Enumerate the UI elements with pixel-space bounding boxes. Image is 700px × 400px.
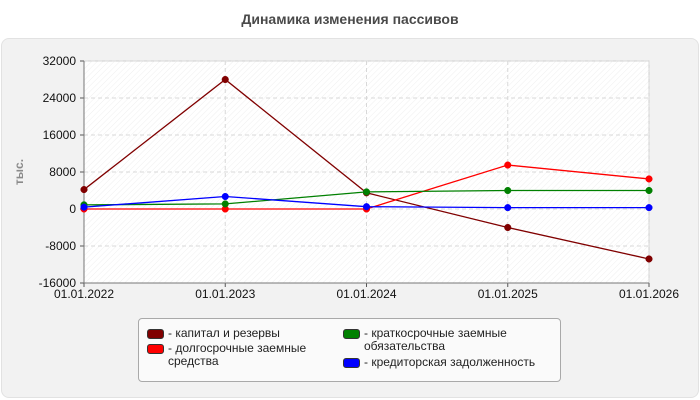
data-point — [80, 203, 88, 211]
chart-title: Динамика изменения пассивов — [241, 11, 459, 27]
data-point — [221, 192, 229, 201]
legend-swatch — [147, 329, 164, 339]
y-tick-label: 24000 — [43, 91, 77, 105]
data-point — [80, 186, 88, 194]
legend-item-dolgosrochnye[interactable]: - долгосрочные заемные средства — [147, 342, 342, 368]
legend-swatch — [343, 329, 360, 339]
data-point — [362, 203, 371, 211]
data-point — [504, 223, 512, 232]
data-point — [362, 188, 371, 196]
y-tick-label: 16000 — [43, 128, 77, 142]
legend-item-kreditorskaya[interactable]: - кредиторская задолженность — [343, 356, 558, 369]
x-tick-label: 01.01.2026 — [619, 287, 679, 301]
series-layer — [80, 75, 653, 263]
data-point — [504, 204, 512, 212]
legend-item-kratkosrochnye[interactable]: - краткосрочные заемные обязательства — [343, 327, 553, 353]
data-point — [221, 75, 229, 84]
data-point — [645, 175, 653, 183]
data-point — [645, 186, 653, 195]
y-tick-label: 0 — [69, 202, 76, 216]
x-tick-label: 01.01.2022 — [54, 287, 114, 301]
x-tick-label: 01.01.2023 — [195, 287, 255, 301]
data-point — [645, 204, 653, 212]
y-tick-label: 8000 — [49, 165, 76, 179]
y-tick-label: 32000 — [43, 54, 77, 68]
x-tick-label: 01.01.2025 — [478, 287, 538, 301]
y-tick-label: -8000 — [45, 239, 76, 253]
data-point — [504, 186, 512, 195]
series-3 — [80, 192, 653, 212]
data-point — [504, 161, 512, 169]
y-tick-label: -16000 — [39, 276, 77, 290]
legend-item-kapital[interactable]: - капитал и резервы — [147, 327, 342, 340]
data-point — [645, 255, 653, 263]
axes: 32000240001600080000-8000-1600001.01.202… — [39, 54, 680, 301]
legend-label: - капитал и резервы — [168, 326, 280, 340]
data-point — [221, 200, 229, 208]
legend-label: - краткосрочные заемные обязательства — [364, 326, 507, 353]
x-tick-label: 01.01.2024 — [336, 287, 396, 301]
legend-label: - долгосрочные заемные средства — [168, 341, 307, 368]
legend: - капитал и резервы - долгосрочные заемн… — [138, 318, 561, 382]
legend-swatch — [147, 344, 164, 354]
y-axis-label: тыс. — [12, 159, 26, 185]
legend-swatch — [343, 358, 360, 368]
legend-label: - кредиторская задолженность — [364, 355, 536, 369]
